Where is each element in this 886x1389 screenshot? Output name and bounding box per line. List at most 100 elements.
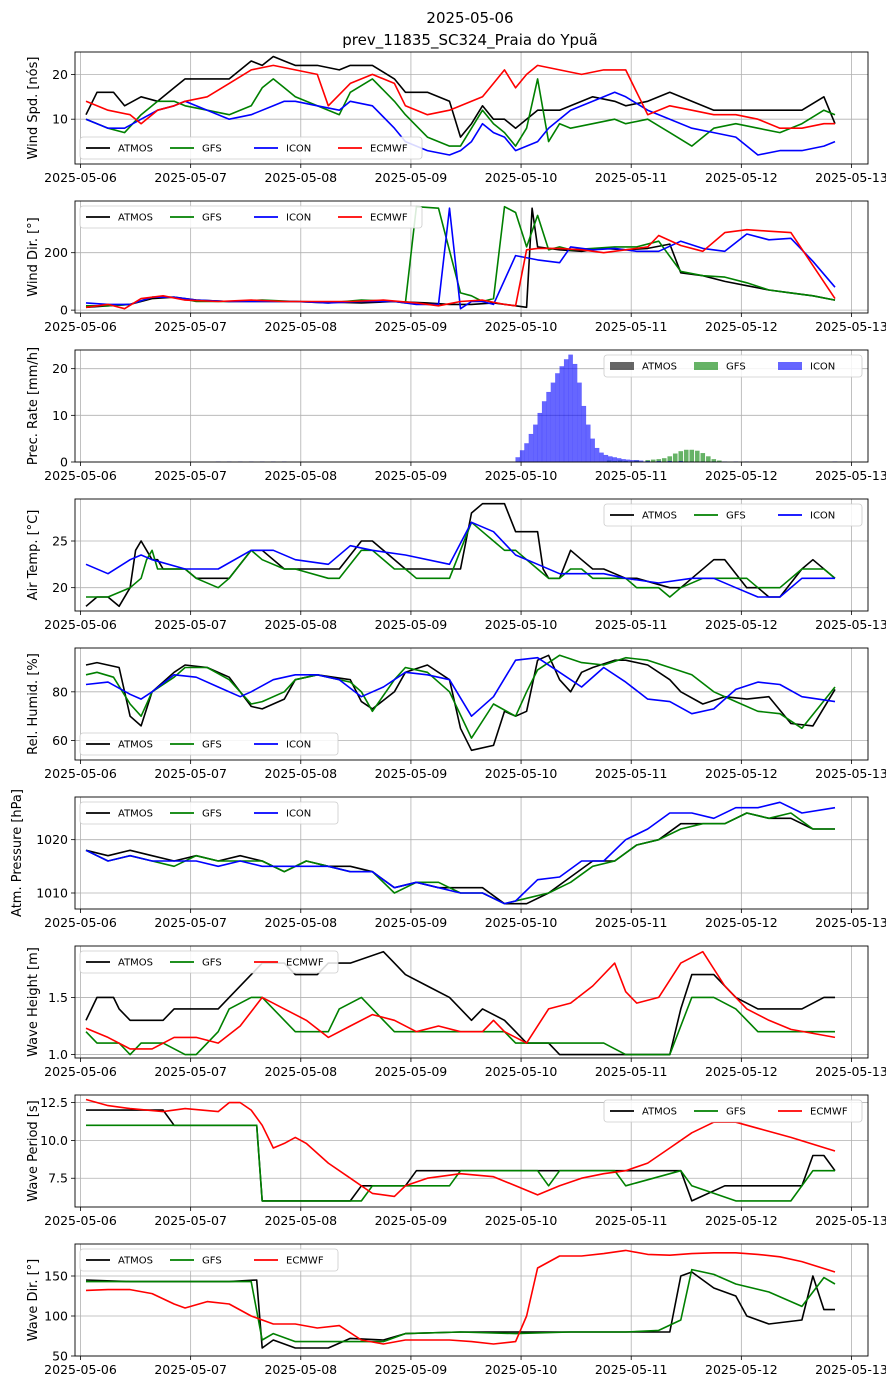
bar-icon [528, 433, 534, 462]
y-tick-label: 200 [44, 245, 68, 260]
x-tick-label: 2025-05-07 [154, 468, 227, 483]
x-tick-label: 2025-05-10 [485, 319, 558, 334]
y-tick-label: 0 [60, 455, 68, 470]
y-tick-label: 50 [52, 1349, 68, 1364]
legend-label: ATMOS [118, 144, 153, 155]
legend-label: GFS [202, 144, 222, 155]
y-tick-label: 25 [52, 534, 68, 549]
y-tick-label: 60 [52, 733, 68, 748]
x-tick-label: 2025-05-11 [595, 468, 668, 483]
x-tick-label: 2025-05-09 [375, 468, 448, 483]
bar-gfs [683, 449, 689, 462]
plot-frame [74, 498, 869, 612]
y-axis-label: Wave Period [s] [26, 1100, 41, 1201]
legend-box [603, 354, 863, 378]
bar-icon [541, 401, 547, 462]
legend-label: ICON [286, 809, 311, 820]
bar-icon [568, 354, 573, 462]
bar-gfs [661, 458, 667, 462]
figure-title: 2025-05-06 [426, 9, 513, 27]
bar-icon [577, 382, 582, 462]
series-line-ecmwf [85, 228, 836, 310]
series-line-ecmwf [85, 1249, 836, 1345]
x-tick-label: 2025-05-10 [485, 1362, 558, 1377]
x-tick-label: 2025-05-10 [485, 915, 558, 930]
plot-frame [74, 1094, 869, 1208]
x-tick-label: 2025-05-12 [705, 1064, 778, 1079]
legend-label: ECMWF [370, 144, 408, 155]
series-line-gfs [85, 78, 836, 147]
x-tick-label: 2025-05-11 [595, 1064, 668, 1079]
x-tick-label: 2025-05-07 [154, 170, 227, 185]
x-tick-label: 2025-05-11 [595, 1362, 668, 1377]
x-tick-label: 2025-05-07 [154, 915, 227, 930]
legend-box [79, 732, 339, 756]
series-line-icon [85, 91, 836, 156]
y-tick-label: 10.0 [40, 1133, 68, 1148]
bar-gfs [700, 452, 706, 462]
y-tick-label: 20 [52, 67, 68, 82]
x-tick-label: 2025-05-08 [264, 617, 337, 632]
series-group [85, 950, 836, 1056]
plot-frame [74, 349, 869, 463]
bar-icon [590, 438, 596, 462]
series-line-icon [85, 801, 836, 905]
chart-panel-1: 2025-05-06 2025-05-07 2025-05-08 2025-05-09… [26, 51, 886, 185]
bar-icon [616, 458, 622, 462]
bar-icon [638, 460, 644, 462]
series-group [85, 654, 836, 752]
legend-label: ATMOS [642, 511, 677, 522]
x-tick-label: 2025-05-06 [44, 1362, 117, 1377]
bar-gfs [689, 449, 695, 462]
y-tick-label: 12.5 [40, 1095, 68, 1110]
legend-label: ATMOS [118, 809, 153, 820]
bar-icon [645, 460, 651, 462]
y-tick-label: 0 [60, 303, 68, 318]
series-line-ecmwf [85, 950, 836, 1050]
series-line-gfs [85, 996, 835, 1056]
legend-label: ATMOS [118, 213, 153, 224]
bar-icon [515, 457, 521, 462]
series-group [85, 502, 836, 608]
legend-label: ECMWF [810, 1107, 848, 1118]
legend-label: ICON [810, 511, 835, 522]
bar-icon [607, 456, 613, 462]
x-tick-label: 2025-05-12 [705, 1362, 778, 1377]
x-tick-label: 2025-05-11 [595, 617, 668, 632]
x-tick-label: 2025-05-11 [595, 915, 668, 930]
bar-icon [656, 460, 662, 462]
x-tick-label: 2025-05-13 [815, 1213, 886, 1228]
x-tick-label: 2025-05-11 [595, 1213, 668, 1228]
x-tick-label: 2025-05-08 [264, 766, 337, 781]
x-tick-label: 2025-05-12 [705, 170, 778, 185]
y-tick-label: 1010 [36, 886, 68, 901]
x-tick-label: 2025-05-09 [375, 1064, 448, 1079]
x-tick-label: 2025-05-09 [375, 1362, 448, 1377]
y-tick-label: 10 [52, 408, 68, 423]
plot-frame [74, 1243, 869, 1357]
series-group [85, 205, 836, 310]
bar-icon [546, 391, 551, 462]
bar-icon [594, 447, 600, 462]
x-tick-label: 2025-05-11 [595, 766, 668, 781]
x-tick-label: 2025-05-07 [154, 617, 227, 632]
legend-label: GFS [726, 511, 746, 522]
y-axis-label: Wave Height [m] [26, 947, 41, 1057]
x-tick-label: 2025-05-08 [264, 1362, 337, 1377]
legend-label: ATMOS [642, 362, 677, 373]
x-tick-label: 2025-05-08 [264, 915, 337, 930]
bar-icon [603, 454, 609, 462]
legend-label: ECMWF [370, 213, 408, 224]
plot-frame [74, 647, 869, 761]
x-tick-label: 2025-05-12 [705, 319, 778, 334]
x-tick-label: 2025-05-09 [375, 1213, 448, 1228]
y-tick-label: 80 [52, 684, 68, 699]
legend-label: GFS [202, 213, 222, 224]
legend: ATMOS GFS ICON ECMWF [79, 205, 423, 229]
x-tick-label: 2025-05-13 [815, 319, 886, 334]
x-tick-label: 2025-05-09 [375, 915, 448, 930]
x-tick-label: 2025-05-06 [44, 766, 117, 781]
y-tick-label: 10 [52, 112, 68, 127]
chart-panels: 2025-05-06 2025-05-07 2025-05-08 2025-05-09… [10, 51, 886, 1377]
bar-icon [678, 460, 684, 462]
